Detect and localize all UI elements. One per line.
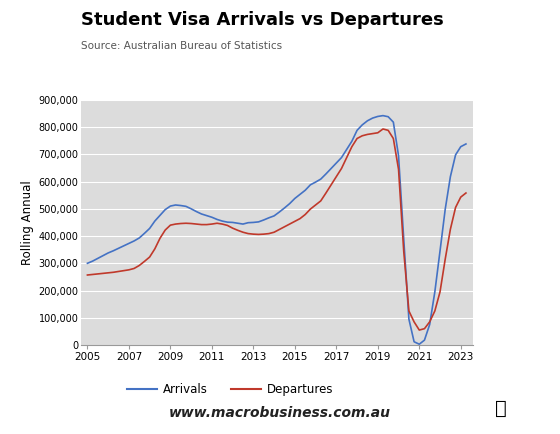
Text: Student Visa Arrivals vs Departures: Student Visa Arrivals vs Departures [81, 11, 444, 29]
Legend: Arrivals, Departures: Arrivals, Departures [123, 378, 338, 401]
Departures [291, 219, 298, 224]
Departures [416, 327, 423, 332]
Arrivals [84, 261, 91, 266]
Arrivals [162, 207, 169, 212]
Text: 🐺: 🐺 [496, 398, 507, 418]
Arrivals [416, 342, 423, 347]
Y-axis label: Rolling Annual: Rolling Annual [21, 180, 34, 265]
Text: MACRO: MACRO [464, 16, 525, 31]
Departures [167, 223, 174, 228]
Arrivals [167, 204, 174, 209]
Arrivals [291, 196, 298, 201]
Departures [463, 191, 469, 196]
Arrivals [208, 215, 215, 220]
Departures [297, 216, 304, 221]
Arrivals [437, 248, 444, 253]
Line: Arrivals: Arrivals [87, 115, 466, 344]
Departures [437, 289, 444, 295]
Departures [208, 221, 215, 227]
Arrivals [380, 113, 386, 118]
Arrivals [297, 192, 304, 197]
Line: Departures: Departures [87, 129, 466, 330]
Text: Source: Australian Bureau of Statistics: Source: Australian Bureau of Statistics [81, 41, 282, 51]
Arrivals [463, 141, 469, 147]
Departures [162, 227, 169, 233]
Text: BUSINESS: BUSINESS [465, 40, 524, 51]
Text: www.macrobusiness.com.au: www.macrobusiness.com.au [169, 406, 391, 420]
Departures [380, 126, 386, 132]
Departures [84, 273, 91, 278]
